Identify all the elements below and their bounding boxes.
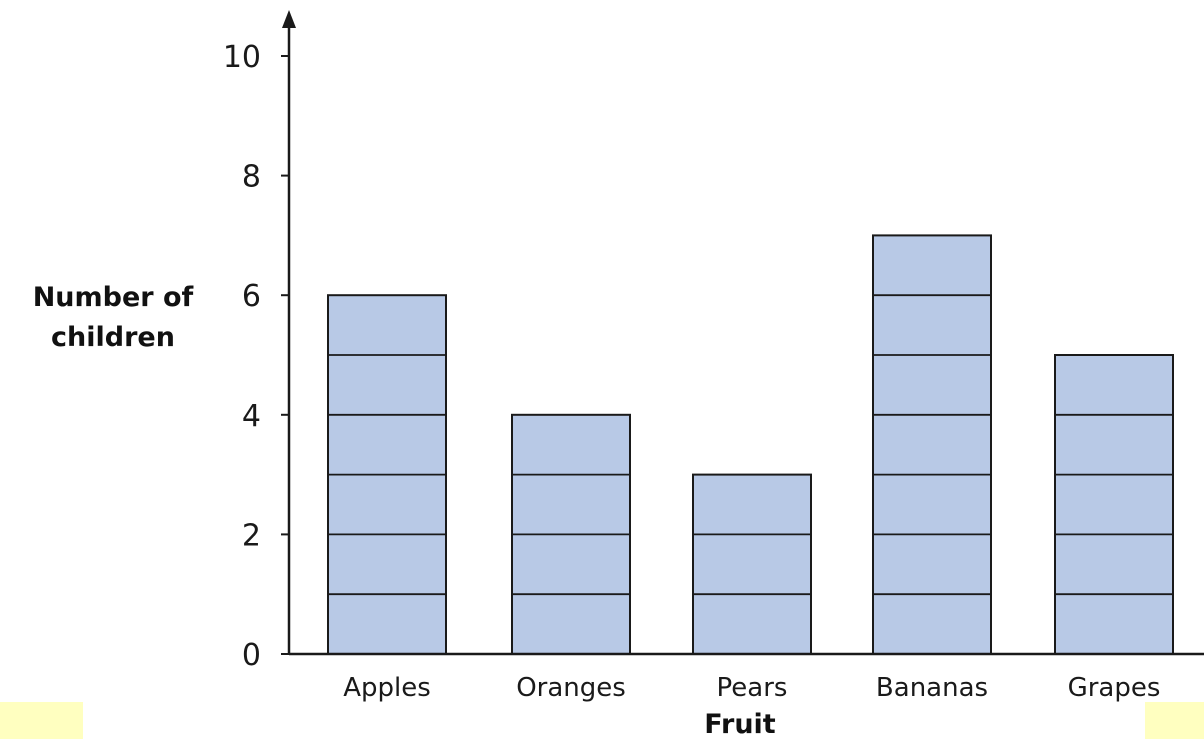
y-ticks-layer: 0 2 4 6 8 10 — [223, 40, 289, 673]
bar-pears — [692, 473, 812, 655]
y-tick-label: 10 — [223, 40, 261, 75]
bar-oranges — [511, 413, 631, 655]
x-labels-layer: Apples Oranges Pears Bananas Grapes — [343, 673, 1160, 703]
y-tick-label: 2 — [242, 518, 261, 553]
x-category-label: Oranges — [516, 673, 626, 703]
y-tick-label: 4 — [242, 399, 261, 434]
bar-rect — [692, 473, 812, 655]
x-category-label: Pears — [717, 673, 788, 703]
y-tick-label: 6 — [242, 279, 261, 314]
y-axis-arrow-icon — [282, 10, 296, 28]
y-tick-label: 8 — [242, 160, 261, 195]
x-axis-title: Fruit — [704, 709, 776, 739]
bar-apples — [327, 294, 447, 655]
x-category-label: Apples — [343, 673, 431, 703]
bar-grapes — [1054, 354, 1174, 655]
y-axis-title-line-1: Number of — [33, 282, 194, 313]
x-category-label: Grapes — [1068, 673, 1161, 703]
bar-bananas — [872, 234, 992, 655]
y-axis-title-line-2: children — [51, 322, 175, 353]
highlight-left — [0, 702, 83, 739]
x-category-label: Bananas — [876, 673, 988, 703]
axes-layer — [282, 10, 1204, 656]
y-tick-label: 0 — [242, 638, 261, 673]
bar-rect — [1054, 354, 1174, 655]
bars-layer — [327, 234, 1174, 655]
highlight-right — [1145, 702, 1204, 739]
bar-rect — [872, 234, 992, 655]
